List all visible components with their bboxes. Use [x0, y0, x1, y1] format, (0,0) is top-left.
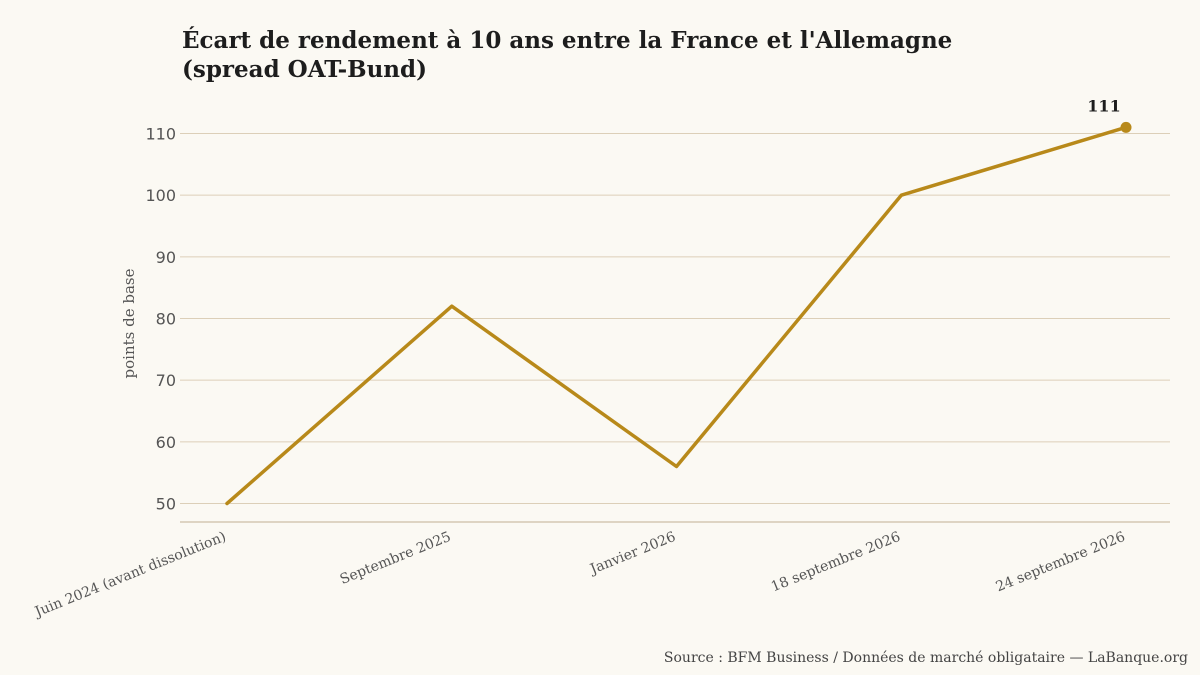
gridlines [180, 133, 1170, 504]
y-tick-label: 50 [156, 495, 176, 514]
x-tick-labels: Juin 2024 (avant dissolution) Septembre 2… [31, 529, 1128, 621]
data-point-marker [1120, 121, 1132, 133]
data-markers: 111 [1087, 96, 1132, 133]
y-tick-labels: 50 60 70 80 90 100 110 [145, 125, 176, 514]
x-tick-label: Septembre 2025 [338, 529, 453, 588]
chart-title: Écart de rendement à 10 ans entre la Fra… [182, 26, 1082, 84]
x-tick-label: Janvier 2026 [586, 529, 678, 578]
y-tick-label: 60 [156, 433, 176, 452]
x-tick-label: 24 septembre 2026 [994, 529, 1128, 596]
y-tick-label: 80 [156, 310, 176, 329]
source-note: Source : BFM Business / Données de march… [663, 650, 1188, 666]
data-label: 111 [1087, 96, 1120, 115]
x-tick-label: Juin 2024 (avant dissolution) [31, 529, 229, 621]
y-tick-label: 100 [145, 186, 176, 205]
y-tick-label: 110 [145, 125, 176, 144]
y-tick-label: 90 [156, 248, 176, 267]
y-tick-label: 70 [156, 371, 176, 390]
chart-subtitle: (spread OAT-Bund) [182, 56, 427, 83]
series-line [225, 125, 1128, 506]
y-axis-label: points de base [120, 268, 138, 378]
x-tick-label: 18 septembre 2026 [769, 529, 903, 596]
chart-title-line: Écart de rendement à 10 ans entre la Fra… [182, 27, 953, 54]
